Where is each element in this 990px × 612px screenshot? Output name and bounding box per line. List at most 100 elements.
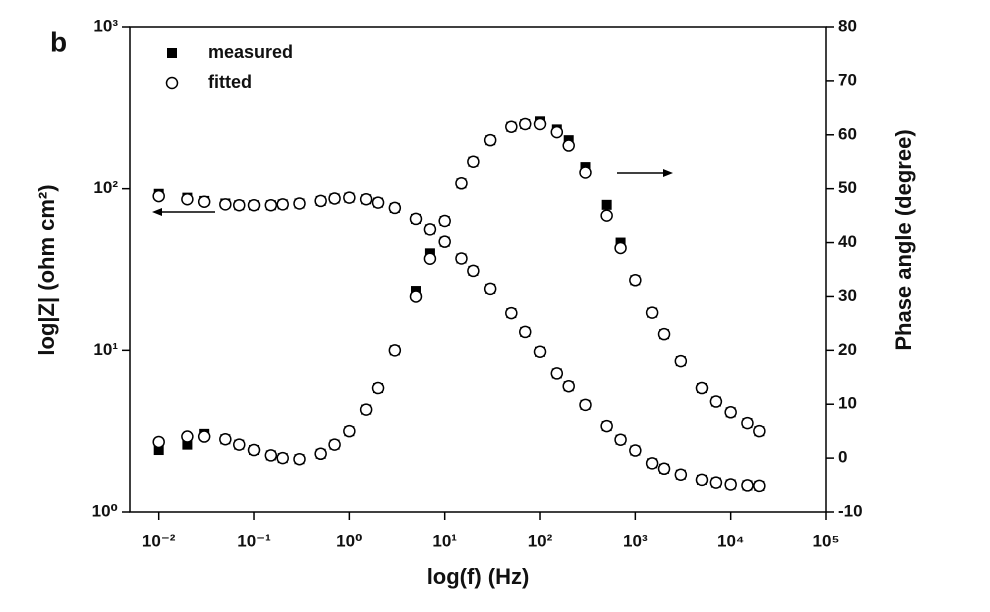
point [629,274,642,287]
point [423,223,437,236]
point [657,327,671,341]
legend-label: measured [208,42,293,62]
point [695,473,709,487]
point [645,457,659,470]
y-tick-label: 10² [93,178,118,197]
plot-frame [129,26,827,513]
y2-tick-label: 20 [838,340,857,359]
point [388,201,402,215]
point [328,192,341,205]
point [219,433,232,446]
y2-tick-label: 10 [838,394,857,413]
point [614,241,627,255]
point [197,195,211,208]
point [724,478,737,491]
point [409,212,423,226]
point [467,155,480,168]
point [276,451,289,465]
arrow-right [617,169,673,177]
y-tick-label: 10¹ [93,340,118,359]
point [371,381,385,395]
point [264,449,278,462]
point [233,438,246,451]
point [550,367,564,380]
point [371,196,385,209]
x-axis-title: log(f) (Hz) [427,564,530,589]
point [314,194,327,208]
point [709,476,723,489]
x-tick-label: 10³ [623,531,648,550]
y2-tick-label: 60 [838,124,857,143]
point [314,447,327,461]
panel-label: b [50,26,67,57]
point [674,354,688,368]
x-tick-label: 10⁻² [142,531,176,550]
point [645,306,659,319]
y2-tick-label: 50 [838,178,857,197]
point [550,125,564,139]
point [247,443,261,457]
x-tick-label: 10⁴ [717,531,744,550]
point [455,252,468,265]
y2-tick-label: 80 [838,16,857,35]
point [409,290,423,303]
point [293,452,306,466]
point [483,133,497,147]
point [181,430,194,443]
point [562,139,575,152]
point [483,282,497,296]
point [247,198,261,212]
point [629,444,642,457]
y-axis-title: log|Z| (ohm cm²) [34,184,59,355]
point [182,439,193,450]
point [328,438,341,451]
point [724,406,737,419]
legend-label: fitted [208,72,252,92]
y2-tick-label: 70 [838,70,857,89]
x-tick-label: 10¹ [432,531,457,550]
x-tick-label: 10² [528,531,553,550]
point [359,403,373,416]
x-tick-label: 10⁰ [336,531,362,550]
point [181,193,194,206]
point [709,395,723,408]
y2-tick-label: 40 [838,232,857,251]
point [533,345,547,359]
point [533,117,547,131]
point [562,379,575,393]
y2-tick-label: -10 [838,501,863,520]
legend-marker [165,76,179,90]
point [579,166,592,179]
point [276,198,289,211]
y2-tick-label: 30 [838,286,857,305]
point [359,193,373,206]
point [438,214,451,228]
point [518,117,532,131]
arrow-left [152,208,215,216]
point [197,430,211,443]
point [614,433,627,446]
point [741,479,754,492]
point [152,189,165,203]
point [753,479,766,493]
x-tick-label: 10⁵ [813,531,840,550]
point [219,198,232,211]
point [753,424,766,438]
point [467,264,480,278]
point [423,252,437,265]
point [741,416,754,430]
point [657,462,671,476]
x-tick-label: 10⁻¹ [237,531,271,550]
point [343,424,356,438]
y2-axis-title: Phase angle (degree) [891,129,916,350]
point [505,306,518,320]
point [600,419,613,433]
point [674,468,688,481]
y-tick-label: 10³ [93,16,118,35]
point [264,198,278,212]
legend-marker [167,48,177,58]
point [505,120,518,133]
point [518,325,532,339]
point [601,199,612,210]
